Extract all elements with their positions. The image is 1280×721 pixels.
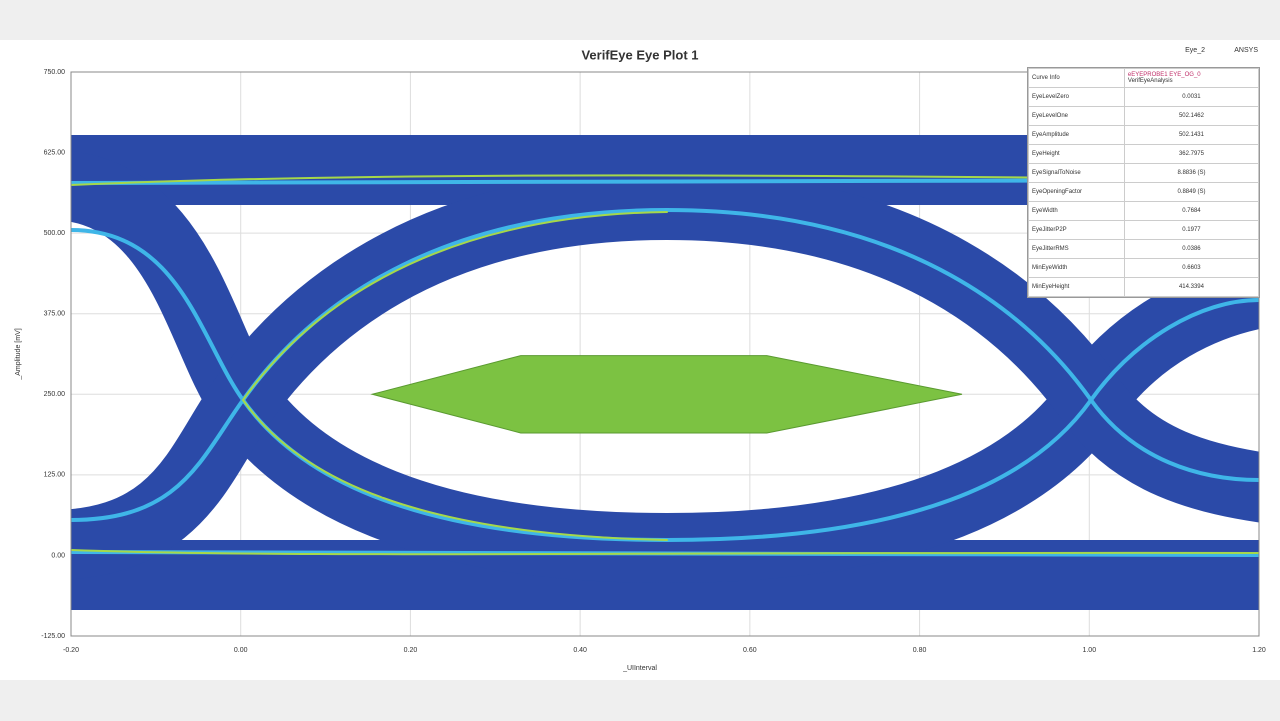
legend-cell: 0.0386 — [1123, 239, 1260, 259]
legend-cell: Curve Info — [1028, 68, 1125, 88]
legend-row: EyeHeight 362.7975 — [1028, 144, 1260, 164]
x-tick-label: -0.20 — [63, 647, 79, 654]
legend-cell: EyeLevelZero — [1028, 87, 1125, 107]
legend-row: EyeJitterRMS 0.0386 — [1028, 239, 1260, 259]
legend-cell: MinEyeWidth — [1028, 258, 1125, 278]
y-tick-label: 750.00 — [44, 69, 66, 76]
legend-cell: EyeJitterRMS — [1028, 239, 1125, 259]
legend-row: MinEyeHeight 414.3394 — [1028, 277, 1260, 297]
marks — [370, 355, 963, 434]
x-tick-label: 0.60 — [743, 647, 757, 654]
legend-cell: 0.0031 — [1123, 87, 1260, 107]
legend-cell: EyeHeight — [1028, 144, 1125, 164]
legend-row: EyeOpeningFactor 0.8849 (S) — [1028, 182, 1260, 202]
legend-cell: 0.1977 — [1123, 220, 1260, 240]
legend-cell: MinEyeHeight — [1028, 277, 1125, 297]
curve-name: eEYEPROBE1 EYE_OG_0 — [1127, 72, 1201, 78]
legend-cell: eEYEPROBE1 EYE_OG_0 VerifEyeAnalysis — [1123, 68, 1260, 88]
legend-cell: 0.8849 (S) — [1123, 182, 1260, 202]
legend-cell: EyeAmplitude — [1028, 125, 1125, 145]
legend-header: Curve Info eEYEPROBE1 EYE_OG_0 VerifEyeAn… — [1028, 68, 1260, 88]
header-app: ANSYS — [1234, 47, 1258, 54]
x-tick-label: 0.20 — [404, 647, 418, 654]
x-axis-label: _UIInterval — [622, 665, 657, 672]
legend-cell: EyeWidth — [1028, 201, 1125, 221]
eye-mask — [370, 355, 963, 434]
legend-table: Curve Info eEYEPROBE1 EYE_OG_0 VerifEyeAn… — [1027, 67, 1260, 298]
x-tick-label: 0.40 — [573, 647, 587, 654]
legend-row: EyeWidth 0.7684 — [1028, 201, 1260, 221]
y-tick-label: 0.00 — [51, 552, 65, 559]
legend-row: EyeSignalToNoise 8.8836 (S) — [1028, 163, 1260, 183]
legend-cell: EyeSignalToNoise — [1028, 163, 1125, 183]
legend-cell: 0.7684 — [1123, 201, 1260, 221]
chart-title: VerifEye Eye Plot 1 — [581, 47, 698, 62]
legend-cell: 502.1431 — [1123, 125, 1260, 145]
legend-cell: EyeJitterP2P — [1028, 220, 1125, 240]
plot-frame — [70, 71, 1260, 637]
legend-row: EyeAmplitude 502.1431 — [1028, 125, 1260, 145]
legend-cell: EyeOpeningFactor — [1028, 182, 1125, 202]
legend-rows: EyeLevelZero 0.0031 EyeLevelOne 502.1462 Eye… — [1028, 87, 1260, 297]
y-tick-label: 375.00 — [44, 311, 66, 318]
y-tick-label: 125.00 — [44, 472, 66, 479]
curve-sub: VerifEyeAnalysis — [1127, 78, 1173, 84]
x-tick-label: 0.00 — [234, 647, 248, 654]
legend-cell: 8.8836 (S) — [1123, 163, 1260, 183]
header-tag: Eye_2 — [1185, 47, 1205, 54]
legend-row: EyeLevelOne 502.1462 — [1028, 106, 1260, 126]
legend-cell: 414.3394 — [1123, 277, 1260, 297]
legend-cell: 502.1462 — [1123, 106, 1260, 126]
x-tick-label: 1.20 — [1252, 647, 1266, 654]
y-tick-label: -125.00 — [41, 633, 65, 640]
legend-cell: 0.6603 — [1123, 258, 1260, 278]
legend-grid: Curve Info eEYEPROBE1 EYE_OG_0 VerifEyeAn… — [1028, 68, 1260, 297]
x-tick-label: 1.00 — [1082, 647, 1096, 654]
y-tick-label: 625.00 — [44, 149, 66, 156]
legend-cell: EyeLevelOne — [1028, 106, 1125, 126]
y-tick-label: 500.00 — [44, 230, 66, 237]
x-tick-label: 0.80 — [913, 647, 927, 654]
legend-row: EyeJitterP2P 0.1977 — [1028, 220, 1260, 240]
y-tick-label: 250.00 — [44, 391, 66, 398]
legend-row: MinEyeWidth 0.6603 — [1028, 258, 1260, 278]
legend-cell: 362.7975 — [1123, 144, 1260, 164]
legend-row: EyeLevelZero 0.0031 — [1028, 87, 1260, 107]
trace-density — [71, 174, 1259, 556]
y-axis-label: _Amplitude [mV] — [15, 328, 22, 380]
